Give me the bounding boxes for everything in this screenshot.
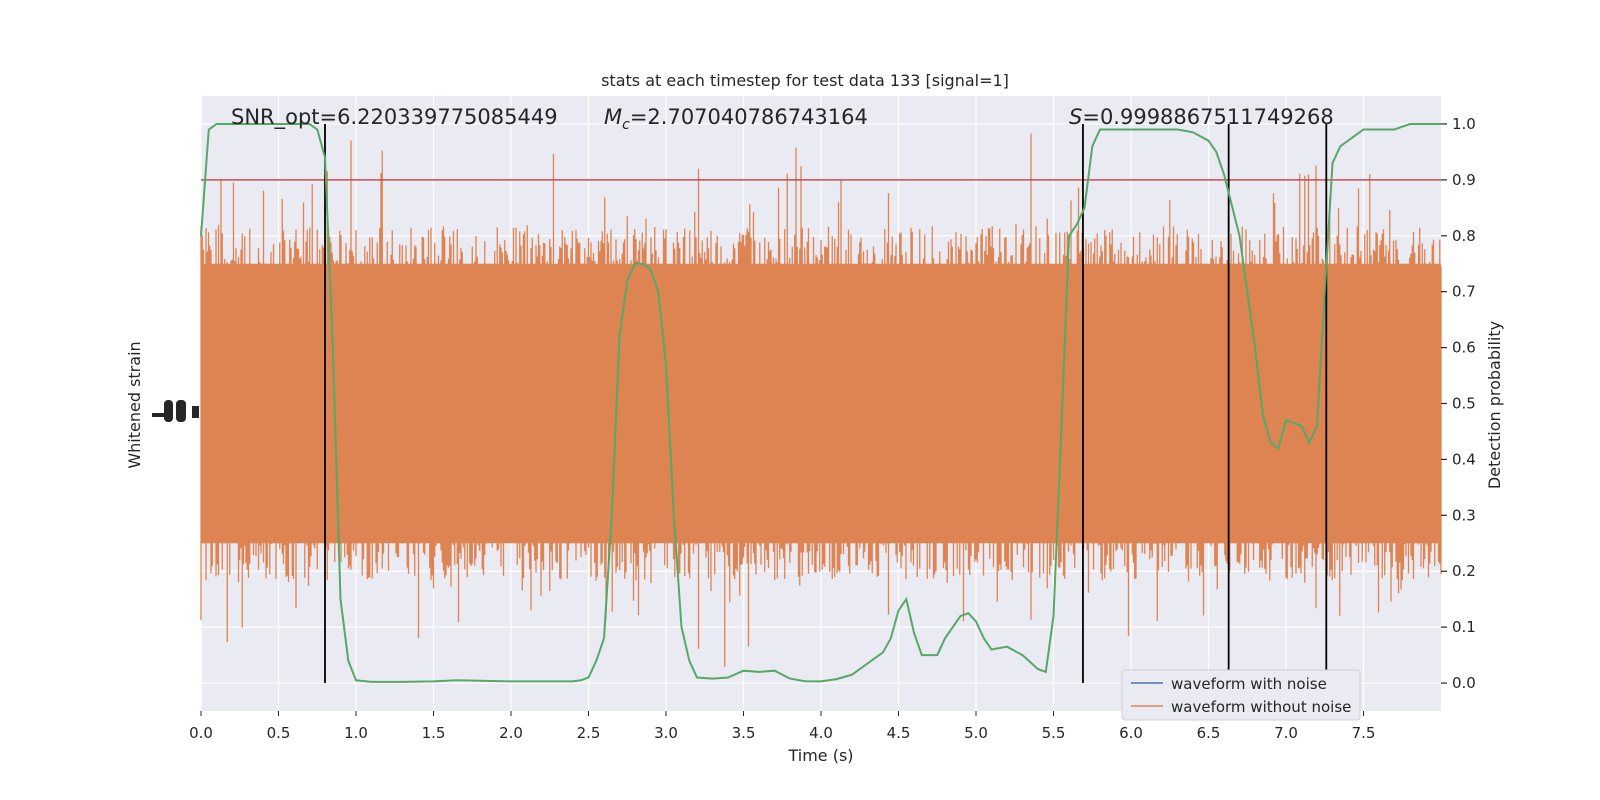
snr-annotation: SNR_opt=6.220339775085449 — [231, 105, 558, 130]
legend-label-with-noise: waveform with noise — [1171, 675, 1327, 693]
x-tick-label: 6.0 — [1119, 724, 1143, 742]
x-axis-label: Time (s) — [787, 746, 853, 765]
s-annotation: S=0.9998867511749268 — [1069, 105, 1334, 129]
y-tick-label: 0.1 — [1452, 618, 1476, 636]
x-tick-label: 1.5 — [422, 724, 446, 742]
x-axis-ticks: 0.0 0.5 1.0 1.5 2.0 2.5 3.0 3.5 4.0 4.5 5.0 5.5 6.0 6… — [189, 711, 1375, 742]
chirp-mass-value: =2.707040786743164 — [630, 105, 868, 129]
s-value: =0.9998867511749268 — [1082, 105, 1333, 129]
chirp-mass-annotation: Mc=2.707040786743164 — [604, 105, 868, 133]
left-axis-collapsed-ticks — [152, 400, 199, 422]
y-tick-label: 0.4 — [1452, 450, 1476, 468]
x-tick-label: 0.0 — [189, 724, 213, 742]
legend: waveform with noise waveform without noi… — [1121, 669, 1361, 721]
left-y-axis-label: Whitened strain — [125, 341, 144, 468]
plot-area — [200, 96, 1442, 711]
y-tick-label: 1.0 — [1452, 115, 1476, 133]
y-tick-label: 0.6 — [1452, 339, 1476, 357]
x-tick-label: 4.5 — [887, 724, 911, 742]
event-marker-lines — [324, 123, 1328, 684]
x-tick-label: 2.0 — [499, 724, 523, 742]
y-tick-label: 0.7 — [1452, 283, 1476, 301]
waveform-without-noise-series — [200, 133, 1442, 667]
x-tick-label: 5.0 — [964, 724, 988, 742]
x-tick-label: 0.5 — [267, 724, 291, 742]
x-tick-label: 4.0 — [809, 724, 833, 742]
detection-probability-line — [200, 123, 1441, 683]
y-tick-label: 0.9 — [1452, 171, 1476, 189]
x-tick-label: 7.0 — [1274, 724, 1298, 742]
legend-box — [1121, 669, 1361, 721]
x-tick-label: 1.0 — [344, 724, 368, 742]
waveform-without-noise-core — [201, 263, 1441, 544]
x-tick-label: 5.5 — [1042, 724, 1066, 742]
s-symbol: S — [1069, 105, 1082, 129]
chart-title: stats at each timestep for test data 133… — [601, 71, 1009, 90]
right-y-axis-label: Detection probability — [1485, 321, 1504, 489]
y-tick-label: 0.3 — [1452, 506, 1476, 524]
chirp-mass-subscript: c — [622, 117, 630, 133]
y-tick-label: 0.2 — [1452, 562, 1476, 580]
x-tick-label: 6.5 — [1197, 724, 1221, 742]
x-tick-label: 7.5 — [1352, 724, 1376, 742]
x-tick-label: 2.5 — [577, 724, 601, 742]
y-tick-label: 0.0 — [1452, 674, 1476, 692]
y-tick-label: 0.5 — [1452, 395, 1476, 413]
chirp-mass-symbol: M — [604, 105, 622, 129]
y-tick-label: 0.8 — [1452, 227, 1476, 245]
x-tick-label: 3.0 — [654, 724, 678, 742]
right-y-axis-ticks: 0.0 0.1 0.2 0.3 0.4 0.5 0.6 0.7 0.8 0.9 1.0 — [1441, 115, 1476, 692]
legend-label-without-noise: waveform without noise — [1171, 698, 1351, 716]
x-tick-label: 3.5 — [732, 724, 756, 742]
detection-probability-series — [200, 123, 1441, 683]
